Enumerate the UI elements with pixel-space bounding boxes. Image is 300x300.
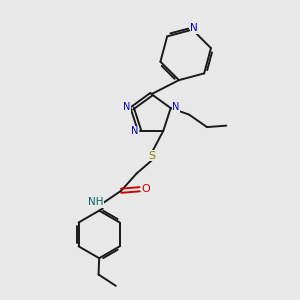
Text: N: N xyxy=(190,23,198,33)
Text: N: N xyxy=(172,103,180,112)
Text: O: O xyxy=(142,184,151,194)
Text: NH: NH xyxy=(88,197,103,207)
Text: N: N xyxy=(123,103,130,112)
Text: N: N xyxy=(131,126,139,136)
Text: S: S xyxy=(148,151,156,161)
